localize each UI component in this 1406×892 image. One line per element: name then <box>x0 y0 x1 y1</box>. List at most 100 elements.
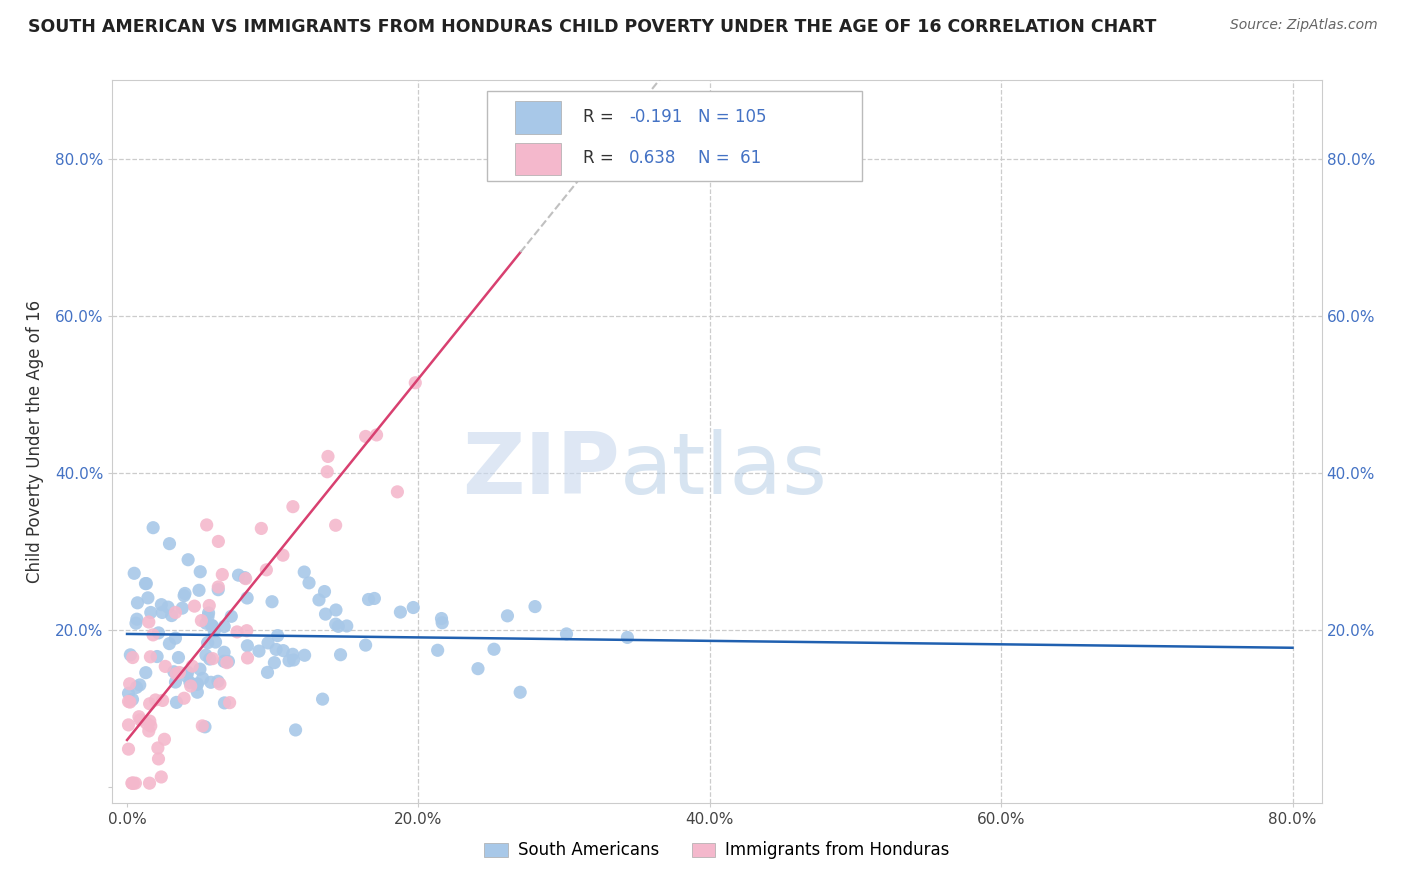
Point <box>207 582 229 597</box>
Point <box>387 484 409 499</box>
Point <box>136 591 159 605</box>
Point <box>316 450 339 464</box>
Point <box>118 695 141 709</box>
Point <box>430 611 453 625</box>
Point <box>235 572 257 586</box>
Point <box>197 609 219 624</box>
Point <box>125 616 148 631</box>
Point <box>117 742 139 756</box>
Point <box>134 576 156 591</box>
Point <box>250 521 273 535</box>
Point <box>197 606 219 620</box>
Text: R =: R = <box>583 149 619 167</box>
Point <box>271 643 294 657</box>
Point <box>315 607 337 621</box>
Point <box>165 675 187 690</box>
Point <box>260 595 283 609</box>
Point <box>195 616 218 631</box>
FancyBboxPatch shape <box>488 91 862 181</box>
Text: ZIP: ZIP <box>463 429 620 512</box>
Text: -0.191: -0.191 <box>628 108 682 126</box>
Point <box>195 517 218 532</box>
Point <box>142 521 165 535</box>
Point <box>308 593 330 607</box>
Point <box>138 615 160 629</box>
Point <box>329 648 352 662</box>
Point <box>125 681 148 695</box>
Point <box>139 606 162 620</box>
Point <box>124 776 146 790</box>
Point <box>165 666 187 681</box>
Point <box>166 695 188 709</box>
Point <box>198 599 221 613</box>
Point <box>148 626 170 640</box>
Point <box>354 429 377 443</box>
Point <box>366 428 388 442</box>
Point <box>139 649 162 664</box>
Point <box>336 619 359 633</box>
Text: N = 105: N = 105 <box>697 108 766 126</box>
Point <box>212 645 235 659</box>
Point <box>509 685 531 699</box>
Point <box>118 677 141 691</box>
Point <box>217 655 239 669</box>
Legend: South Americans, Immigrants from Honduras: South Americans, Immigrants from Hondura… <box>484 841 950 860</box>
Point <box>138 697 160 711</box>
Point <box>146 649 169 664</box>
Point <box>125 612 148 626</box>
Point <box>117 686 139 700</box>
Point <box>150 598 173 612</box>
Point <box>157 600 180 615</box>
Point <box>496 608 519 623</box>
Point <box>281 500 304 514</box>
Point <box>357 592 380 607</box>
Point <box>402 600 425 615</box>
Point <box>127 596 149 610</box>
Point <box>325 518 347 533</box>
Point <box>212 654 235 668</box>
Point <box>176 669 198 683</box>
Point <box>616 631 638 645</box>
Point <box>202 624 225 638</box>
Point <box>194 720 217 734</box>
Point <box>173 691 195 706</box>
Point <box>236 591 259 605</box>
Point <box>191 719 214 733</box>
Point <box>314 584 336 599</box>
Point <box>138 723 160 738</box>
Point <box>207 674 229 689</box>
FancyBboxPatch shape <box>515 102 561 134</box>
Point <box>148 752 170 766</box>
Point <box>278 654 301 668</box>
Point <box>129 713 152 727</box>
Point <box>236 624 259 638</box>
Point <box>159 536 181 550</box>
Point <box>142 628 165 642</box>
Point <box>121 692 143 706</box>
Point <box>163 665 186 679</box>
Point <box>281 648 304 662</box>
Text: R =: R = <box>583 108 619 126</box>
Point <box>294 648 316 663</box>
Point <box>169 665 191 680</box>
Point <box>292 565 315 579</box>
Point <box>180 679 202 693</box>
Point <box>233 571 256 585</box>
Point <box>325 617 347 632</box>
Point <box>207 580 229 594</box>
Point <box>177 552 200 566</box>
Point <box>117 718 139 732</box>
Point <box>226 624 249 639</box>
Text: SOUTH AMERICAN VS IMMIGRANTS FROM HONDURAS CHILD POVERTY UNDER THE AGE OF 16 COR: SOUTH AMERICAN VS IMMIGRANTS FROM HONDUR… <box>28 18 1157 36</box>
Point <box>257 636 280 650</box>
Point <box>186 685 208 699</box>
Point <box>271 548 294 562</box>
Point <box>153 732 176 747</box>
Point <box>121 776 143 790</box>
Point <box>212 619 235 633</box>
Point <box>325 603 347 617</box>
Point <box>139 714 162 728</box>
Point <box>173 589 195 603</box>
Point <box>186 677 208 691</box>
Point <box>247 644 270 658</box>
